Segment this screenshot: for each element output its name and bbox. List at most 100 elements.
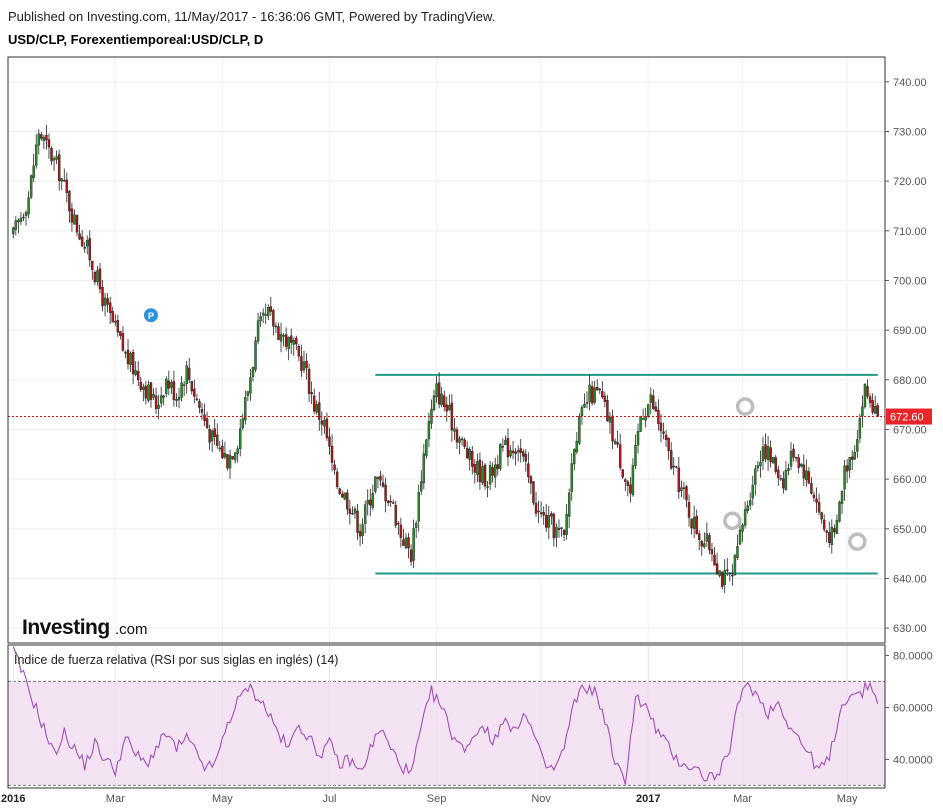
candle	[335, 468, 339, 490]
candle-body	[491, 467, 494, 476]
candle-body	[386, 500, 390, 504]
candle-body	[221, 445, 224, 459]
candle	[873, 395, 877, 414]
candle	[300, 344, 303, 377]
candle-body	[649, 394, 652, 403]
candle	[631, 458, 635, 497]
candle-body	[611, 415, 614, 442]
candle-body	[590, 386, 594, 404]
candle	[840, 490, 844, 514]
candle	[305, 353, 308, 380]
candle	[593, 380, 596, 405]
candle-body	[75, 214, 79, 233]
candle-body	[119, 331, 122, 336]
chart-frames	[7, 56, 886, 789]
candle	[784, 461, 788, 491]
candle	[427, 412, 431, 448]
candle-body	[134, 370, 137, 375]
candle-body	[833, 528, 836, 533]
candle	[40, 131, 43, 141]
rsi-tick-label: 80.0000	[893, 650, 933, 662]
candle	[463, 437, 466, 450]
candle-body	[647, 404, 650, 417]
candle-body	[40, 134, 43, 139]
candle	[807, 467, 811, 485]
candle	[527, 452, 530, 484]
candle	[626, 479, 630, 497]
candle-body	[325, 418, 329, 439]
candle-body	[363, 504, 367, 524]
candle	[170, 379, 173, 394]
candle	[542, 506, 545, 525]
published-info: Published on Investing.com, 11/May/2017 …	[8, 9, 496, 24]
candle-body	[741, 524, 744, 532]
candle	[139, 376, 142, 392]
candle-body	[162, 395, 165, 398]
candle-body	[328, 436, 331, 447]
candle	[330, 434, 334, 472]
candle-body	[698, 533, 701, 541]
candle-body	[769, 447, 772, 463]
candle	[537, 500, 540, 524]
candle	[491, 462, 494, 483]
candle	[524, 449, 528, 472]
candle-body	[754, 468, 757, 485]
candle	[687, 494, 691, 527]
candle-body	[687, 502, 691, 518]
candle-body	[789, 450, 793, 467]
candle-body	[256, 320, 260, 342]
candle	[55, 150, 58, 165]
candle	[685, 484, 688, 508]
price-tick-label: 630.00	[893, 623, 927, 635]
candle	[828, 521, 831, 548]
candle	[121, 326, 125, 352]
candle-body	[629, 484, 632, 494]
candle	[705, 522, 709, 547]
candle-body	[708, 534, 711, 551]
candle-body	[157, 404, 160, 409]
candle-body	[606, 399, 609, 422]
candle	[455, 426, 459, 450]
candle	[529, 474, 533, 495]
candle	[570, 453, 573, 501]
candle-body	[272, 310, 275, 327]
candle	[60, 177, 63, 191]
candle-body	[437, 382, 441, 405]
candle	[254, 336, 257, 373]
candle	[499, 443, 502, 472]
candle	[496, 455, 499, 476]
candle-body	[792, 448, 795, 458]
candle-body	[167, 380, 171, 389]
candle-body	[366, 500, 369, 505]
candle-body	[159, 395, 163, 404]
event-marker-dot	[143, 308, 158, 323]
candle	[565, 504, 568, 540]
candle	[333, 459, 336, 475]
candle-body	[261, 312, 265, 316]
candle-body	[397, 522, 400, 525]
candle-body	[616, 442, 619, 445]
candle	[341, 490, 344, 498]
candle	[75, 214, 79, 236]
candle	[636, 423, 640, 454]
candle-body	[177, 397, 181, 401]
candle-body	[228, 455, 232, 469]
candle-body	[402, 539, 405, 546]
candle	[96, 265, 99, 286]
candle	[353, 506, 357, 519]
candle	[800, 463, 803, 468]
rsi-line	[12, 646, 879, 785]
candle-body	[695, 515, 698, 535]
candle-body	[703, 543, 706, 548]
candle-body	[448, 405, 451, 411]
candle-body	[537, 510, 540, 513]
candle	[669, 442, 673, 470]
candle-body	[144, 385, 148, 399]
candle	[601, 381, 604, 399]
last-price-badge-bg	[886, 408, 932, 425]
candle-body	[379, 475, 382, 481]
candle	[835, 514, 839, 535]
candle-body	[728, 572, 732, 574]
candle	[856, 430, 859, 458]
